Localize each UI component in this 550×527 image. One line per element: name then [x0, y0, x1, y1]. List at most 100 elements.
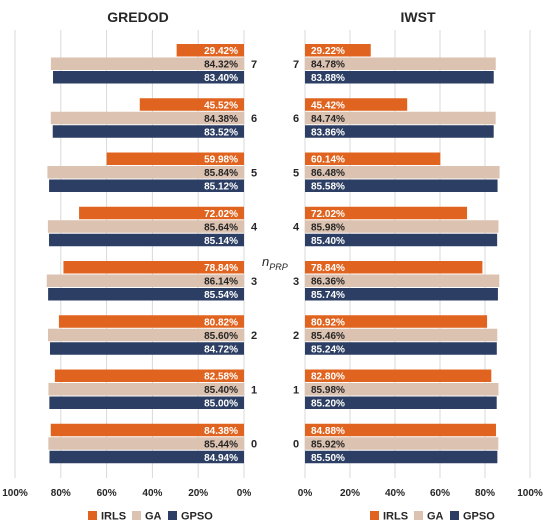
iwst-x-tick-label: 20%: [340, 488, 360, 499]
iwst-category-label: 2: [293, 330, 299, 342]
iwst-data-label: 60.14%: [311, 155, 345, 166]
gredod-bar-ga: [50, 57, 245, 70]
gredod-x-tick-label: 60%: [97, 488, 117, 499]
iwst-bar-irls: [305, 152, 441, 165]
gredod-bar-gpso: [49, 179, 245, 192]
iwst-bar-gpso: [305, 233, 498, 247]
iwst-data-label: 72.02%: [311, 209, 345, 220]
iwst-data-label: 84.74%: [311, 114, 345, 125]
gredod-x-tick-label: 0%: [237, 488, 252, 499]
gredod-bar-gpso: [52, 125, 245, 138]
iwst-category-label: 3: [293, 276, 299, 288]
gredod-bar-gpso: [49, 233, 244, 247]
iwst-data-label: 85.40%: [311, 236, 345, 247]
gredod-bar-gpso: [48, 288, 244, 301]
iwst-legend-label-ga: GA: [427, 511, 444, 523]
iwst-data-label: 85.50%: [311, 453, 345, 464]
gredod-data-label: 82.58%: [204, 372, 238, 383]
gredod-category-label: 2: [251, 330, 257, 342]
iwst-bar-ga: [305, 111, 496, 125]
gredod-data-label: 78.84%: [204, 263, 238, 274]
iwst-category-label: 7: [293, 59, 299, 71]
gredod-bar-ga: [47, 328, 245, 342]
iwst-x-tick-label: 80%: [475, 488, 495, 499]
gredod-category-label: 7: [251, 59, 257, 71]
iwst-data-label: 78.84%: [311, 263, 345, 274]
iwst-data-label: 29.22%: [311, 46, 345, 57]
iwst-data-label: 86.36%: [311, 277, 345, 288]
iwst-data-label: 85.58%: [311, 182, 345, 193]
iwst-data-label: 85.24%: [311, 344, 345, 355]
gredod-bar-ga: [47, 166, 245, 179]
gredod-data-label: 84.38%: [204, 114, 238, 125]
gredod-bar-ga: [47, 220, 244, 233]
gredod-data-label: 84.38%: [204, 426, 238, 437]
gredod-data-label: 83.52%: [204, 127, 238, 138]
iwst-data-label: 83.86%: [311, 127, 345, 138]
iwst-bar-irls: [305, 44, 371, 57]
gredod-legend-label-gpso: GPSO: [181, 511, 213, 523]
iwst-chart-title: IWST: [401, 9, 436, 25]
gredod-category-label: 6: [251, 113, 257, 125]
gredod-x-tick-label: 40%: [142, 488, 162, 499]
x-tick-labels: 100% 80% 60% 40% 20% 0% 0% 20% 40% 60% 80% 100%: [2, 488, 543, 499]
iwst-data-label: 85.98%: [311, 385, 345, 396]
iwst-bar-gpso: [305, 179, 498, 192]
iwst-x-tick-label: 40%: [385, 488, 405, 499]
iwst-category-label: 5: [293, 167, 299, 179]
gredod-bar-ga: [50, 111, 244, 125]
category-labels: 0 1 2 3 4 5 6 7 0 1 2 3 4 5 6 7: [251, 59, 300, 451]
iwst-bar-gpso: [305, 288, 498, 301]
gredod-category-label: 3: [251, 276, 257, 288]
iwst-data-label: 80.92%: [311, 317, 345, 328]
gredod-legend-swatch-irls: [88, 511, 97, 520]
gredod-data-label: 85.60%: [204, 331, 238, 342]
iwst-legend-swatch-ga: [414, 511, 423, 520]
gredod-bar-irls: [139, 98, 244, 111]
shared-axis-label: nPRP: [262, 254, 288, 272]
gredod-bar-irls: [63, 261, 244, 274]
iwst-bar-irls: [305, 98, 408, 111]
iwst-data-label: 85.92%: [311, 439, 345, 450]
gredod-legend-swatch-ga: [132, 511, 141, 520]
iwst-legend-swatch-irls: [370, 511, 379, 520]
gredod-bar-gpso: [49, 396, 244, 409]
iwst-bar-gpso: [305, 71, 494, 84]
iwst-bar-irls: [305, 261, 483, 274]
iwst-category-label: 0: [293, 439, 299, 451]
iwst-category-label: 4: [293, 222, 300, 234]
iwst-data-label: 45.42%: [311, 100, 345, 111]
iwst-bar-ga: [305, 383, 499, 396]
axis-label-main: n: [262, 254, 269, 269]
gredod-data-label: 85.12%: [204, 182, 238, 193]
iwst-category-label: 6: [293, 113, 299, 125]
gredod-data-label: 86.14%: [204, 277, 238, 288]
gredod-data-label: 45.52%: [204, 100, 238, 111]
gredod-bar-irls: [54, 369, 244, 382]
iwst-bar-ga: [305, 220, 499, 233]
iwst-data-label: 84.88%: [311, 426, 345, 437]
iwst-bar-ga: [305, 166, 500, 179]
gredod-data-label: 84.72%: [204, 344, 238, 355]
gredod-data-label: 85.84%: [204, 168, 238, 179]
iwst-bar-irls: [305, 369, 492, 382]
gredod-bar-irls: [106, 152, 244, 165]
iwst-bar-irls: [305, 423, 496, 437]
gredod-data-label: 59.98%: [204, 155, 238, 166]
iwst-legend-label-gpso: GPSO: [463, 511, 495, 523]
gredod-data-label: 29.42%: [204, 46, 238, 57]
gredod-chart-title: GREDOD: [107, 9, 168, 25]
gredod-data-label: 80.82%: [204, 317, 238, 328]
iwst-data-label: 85.74%: [311, 290, 345, 301]
iwst-bar-irls: [305, 206, 468, 220]
iwst-data-label: 84.78%: [311, 60, 345, 71]
iwst-bar-gpso: [305, 396, 497, 409]
legend-gredod: IRLS GA GPSO: [88, 511, 213, 523]
iwst-data-label: 86.48%: [311, 168, 345, 179]
gredod-bar-irls: [176, 44, 244, 57]
axis-label-subscript: PRP: [269, 262, 288, 272]
gredod-data-label: 84.32%: [204, 60, 238, 71]
gredod-data-label: 84.94%: [204, 453, 238, 464]
iwst-legend-swatch-gpso: [450, 511, 459, 520]
